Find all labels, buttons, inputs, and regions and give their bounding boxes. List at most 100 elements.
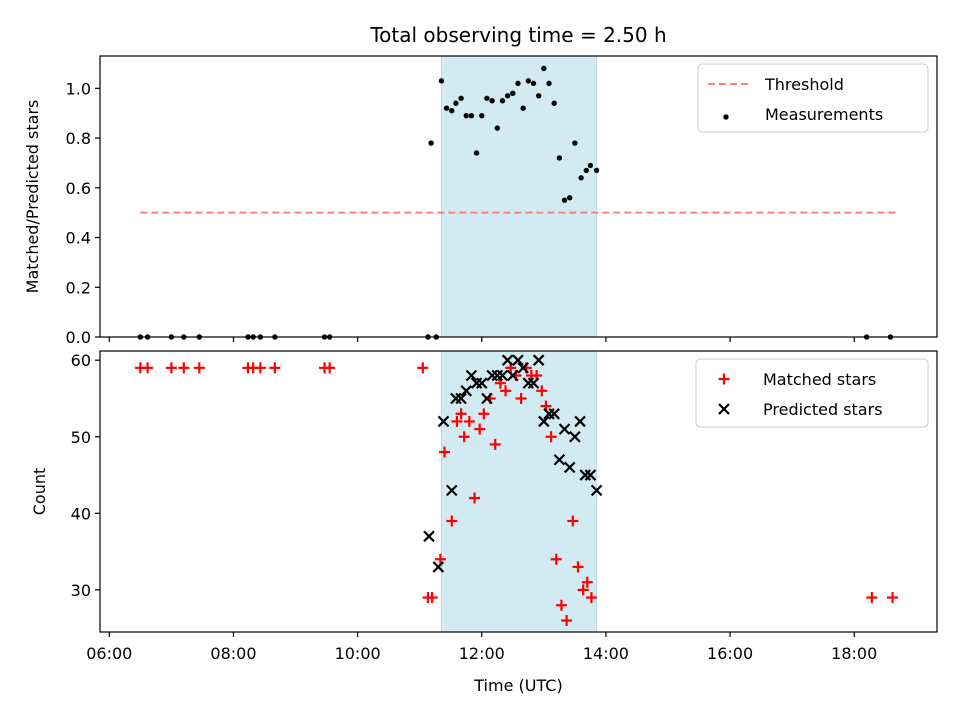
x-tick-label: 16:00 [707, 644, 753, 663]
x-stroke-b [563, 461, 576, 474]
bottom-panel: 30 40 50 60 06:00 08:00 10:00 12:00 14:00 16:00 18… [30, 350, 938, 695]
predicted-star-point [445, 484, 458, 497]
legend-label: Predicted stars [763, 400, 883, 419]
legend-box [697, 63, 929, 133]
x-tick-label: 08:00 [210, 644, 256, 663]
matched-star-point [451, 415, 463, 427]
x-tick-label: 06:00 [86, 644, 132, 663]
x-stroke-b [584, 469, 597, 481]
matched-star-point [193, 362, 205, 374]
matched-star-point [489, 438, 501, 450]
y-tick-label: 0.0 [66, 328, 91, 347]
x-stroke-b [517, 362, 529, 374]
y-tick-label: 1.0 [66, 79, 91, 98]
x-stroke-b [501, 354, 514, 366]
y-axis-label: Matched/Predicted stars [23, 100, 42, 294]
legend-box [695, 358, 929, 428]
x-stroke-b [548, 408, 560, 420]
x-stroke-b [512, 354, 524, 366]
measurement-point [515, 80, 521, 87]
measurement-point [583, 167, 589, 174]
matched-star-point [536, 385, 548, 397]
measurement-point [438, 78, 445, 84]
y-tick-label: 0.2 [66, 278, 91, 297]
y-tick-label: 60 [71, 351, 91, 370]
matched-star-point [572, 561, 584, 573]
x-stroke-b [496, 369, 509, 382]
predicted-star-point [496, 369, 509, 382]
x-stroke-b [475, 377, 488, 389]
x-axis-label: Time (UTC) [473, 676, 562, 695]
x-stroke-b [455, 392, 467, 405]
measurement-point [541, 65, 547, 72]
measurement-point [525, 78, 532, 84]
predicted-star-point [590, 484, 603, 497]
x-stroke-b [465, 369, 478, 382]
legend: Threshold Measurements [697, 63, 929, 133]
measurement-point [520, 105, 526, 111]
x-stroke-b [445, 484, 458, 497]
x-tick-label: 10:00 [335, 644, 381, 663]
predicted-star-point [475, 377, 488, 389]
y-tick-label: 0.4 [66, 229, 91, 248]
measurement-point [535, 93, 542, 99]
x-stroke-b [423, 530, 435, 543]
measurement-point [587, 162, 594, 169]
predicted-star-point [584, 469, 597, 481]
matched-star-point [142, 362, 154, 374]
measurement-point [449, 108, 455, 114]
predicted-star-point [481, 392, 493, 405]
predicted-star-point [538, 415, 550, 428]
x-stroke-b [460, 385, 473, 397]
matched-star-point [178, 362, 190, 374]
x-stroke-b [538, 415, 550, 428]
matched-star-point [515, 392, 527, 404]
measurement-point [578, 175, 584, 181]
x-stroke-b [590, 484, 603, 497]
legend: Matched stars Predicted stars [695, 358, 929, 428]
measurement-point [551, 100, 557, 106]
x-stroke-b [558, 423, 571, 435]
matched-star-point [500, 385, 512, 397]
measurement-point [572, 140, 578, 146]
matched-star-point [478, 408, 490, 420]
predicted-star-point [512, 354, 524, 366]
x-tick-label: 14:00 [583, 644, 629, 663]
matched-star-point [581, 576, 593, 588]
x-stroke-b [432, 561, 445, 573]
measurement-point [484, 95, 490, 101]
y-tick-label: 50 [71, 428, 91, 447]
measurement-point [546, 80, 552, 87]
x-stroke-b [527, 377, 540, 389]
matched-star-point [585, 592, 597, 604]
measurement-point [489, 98, 495, 104]
measurement-point [567, 195, 573, 201]
predicted-star-point [527, 377, 540, 389]
measurement-point [494, 125, 500, 131]
predicted-star-point [465, 369, 478, 382]
y-axis-label: Count [30, 468, 49, 516]
matched-star-point [474, 423, 486, 435]
x-tick-label: 18:00 [831, 644, 877, 663]
legend-label: Threshold [764, 75, 844, 94]
matched-star-point [458, 431, 470, 443]
matched-star-point [439, 446, 451, 458]
matched-star-point [561, 615, 573, 627]
predicted-star-point [563, 461, 576, 474]
predicted-star-point [501, 354, 514, 366]
matched-star-point [455, 408, 467, 420]
x-stroke-b [569, 430, 581, 443]
measurement-point [479, 112, 485, 119]
measurement-point [443, 105, 450, 111]
matched-star-point [446, 515, 458, 527]
measurement-point [499, 98, 506, 104]
matched-star-point [324, 362, 336, 374]
legend-label: Matched stars [763, 370, 876, 389]
axes-frame [99, 350, 938, 633]
matched-star-point [434, 553, 446, 565]
matched-star-point [426, 592, 438, 604]
matched-star-point [545, 431, 557, 443]
measurement-point [453, 100, 459, 106]
measurement-point [504, 93, 511, 99]
y-tick-label: 40 [71, 504, 91, 523]
